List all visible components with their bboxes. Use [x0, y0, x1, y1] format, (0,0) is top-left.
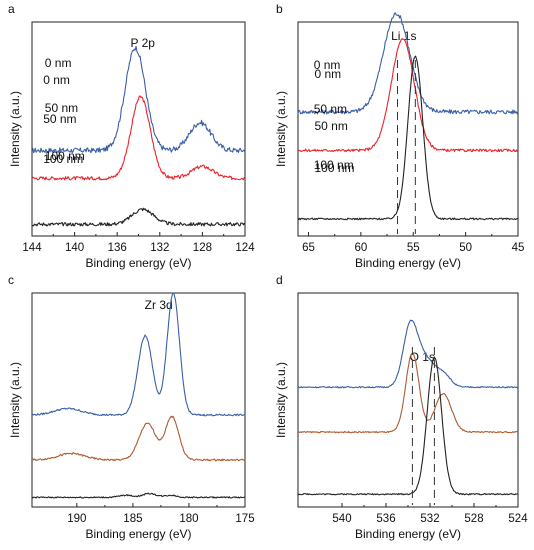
series-line: [31, 95, 246, 181]
y-axis-label: Intensity (a.u.): [274, 91, 288, 167]
plot-frame: [31, 292, 246, 508]
series-label: 100 nm: [314, 158, 354, 172]
panel-c: c 190 185 180 175 Binding energy (eV) Intensit…: [8, 73, 255, 541]
panel-label: c: [8, 273, 14, 287]
panel-label: a: [8, 2, 15, 16]
peak-label: Li 1s: [391, 29, 416, 43]
x-tick-label: 45: [512, 242, 525, 254]
x-tick-label: 536: [376, 513, 395, 525]
series-line: [297, 55, 519, 221]
series-label: 0 nm: [315, 67, 342, 81]
x-axis-label: Binding energy (eV): [85, 256, 191, 270]
x-tick-label: 180: [179, 513, 198, 525]
plot-frame: [297, 21, 519, 237]
series-label: 100 nm: [315, 161, 355, 175]
series-line: [31, 292, 246, 417]
series-line: [297, 12, 519, 115]
x-axis-label: Binding energy (eV): [355, 527, 461, 541]
x-tick-label: 128: [193, 242, 212, 254]
x-tick-label: 144: [22, 242, 42, 254]
y-axis-label: Intensity (a.u.): [8, 91, 22, 167]
x-tick-label: 524: [508, 513, 528, 525]
series-label: 50 nm: [45, 101, 78, 115]
x-tick-label: 185: [123, 513, 142, 525]
series-label: 50 nm: [43, 112, 76, 126]
x-tick-label: 50: [459, 242, 472, 254]
x-tick-label: 175: [235, 513, 254, 525]
series-label: 0 nm: [314, 58, 341, 72]
series-line: [31, 207, 246, 227]
series-line: [297, 319, 519, 389]
series-line: [297, 352, 519, 434]
peak-label: O 1s: [410, 350, 435, 364]
x-axis-label: Binding energy (eV): [355, 256, 461, 270]
series-line: [31, 492, 246, 499]
x-tick-label: 124: [235, 242, 255, 254]
panel-b: b 65 60 55 50 45 Binding energy (eV) Intensity …: [274, 2, 524, 270]
series-label: 100 nm: [45, 149, 85, 163]
series-label: 0 nm: [45, 56, 72, 70]
series-line: [31, 45, 246, 154]
y-axis-label: Intensity (a.u.): [8, 362, 22, 438]
panel-a: a 144 140 136 132 128 124 Binding energy (eV) In…: [8, 2, 255, 270]
x-tick-label: 60: [354, 242, 367, 254]
x-tick-label: 136: [108, 242, 127, 254]
x-tick-label: 140: [65, 242, 84, 254]
x-tick-label: 65: [302, 242, 315, 254]
peak-label: P 2p: [131, 36, 156, 50]
series-line: [297, 38, 519, 153]
series-label: 50 nm: [314, 102, 347, 116]
series-line: [31, 415, 246, 462]
y-axis-label: Intensity (a.u.): [274, 362, 288, 438]
x-axis-label: Binding energy (eV): [85, 527, 191, 541]
series-label: 0 nm: [43, 73, 70, 87]
x-tick-label: 528: [464, 513, 483, 525]
x-tick-label: 55: [407, 242, 420, 254]
x-tick-label: 132: [150, 242, 169, 254]
series-line: [297, 356, 519, 496]
series-label: 50 nm: [315, 119, 348, 133]
panel-label: b: [276, 2, 283, 16]
x-tick-label: 540: [332, 513, 351, 525]
x-tick-label: 190: [67, 513, 86, 525]
peak-label: Zr 3d: [145, 298, 173, 312]
series-label: 100 nm: [43, 152, 83, 166]
panel-label: d: [276, 273, 283, 287]
x-tick-label: 532: [420, 513, 439, 525]
panel-d: d 540 536 532 528 524 Binding energy (eV) Inten…: [274, 67, 528, 541]
